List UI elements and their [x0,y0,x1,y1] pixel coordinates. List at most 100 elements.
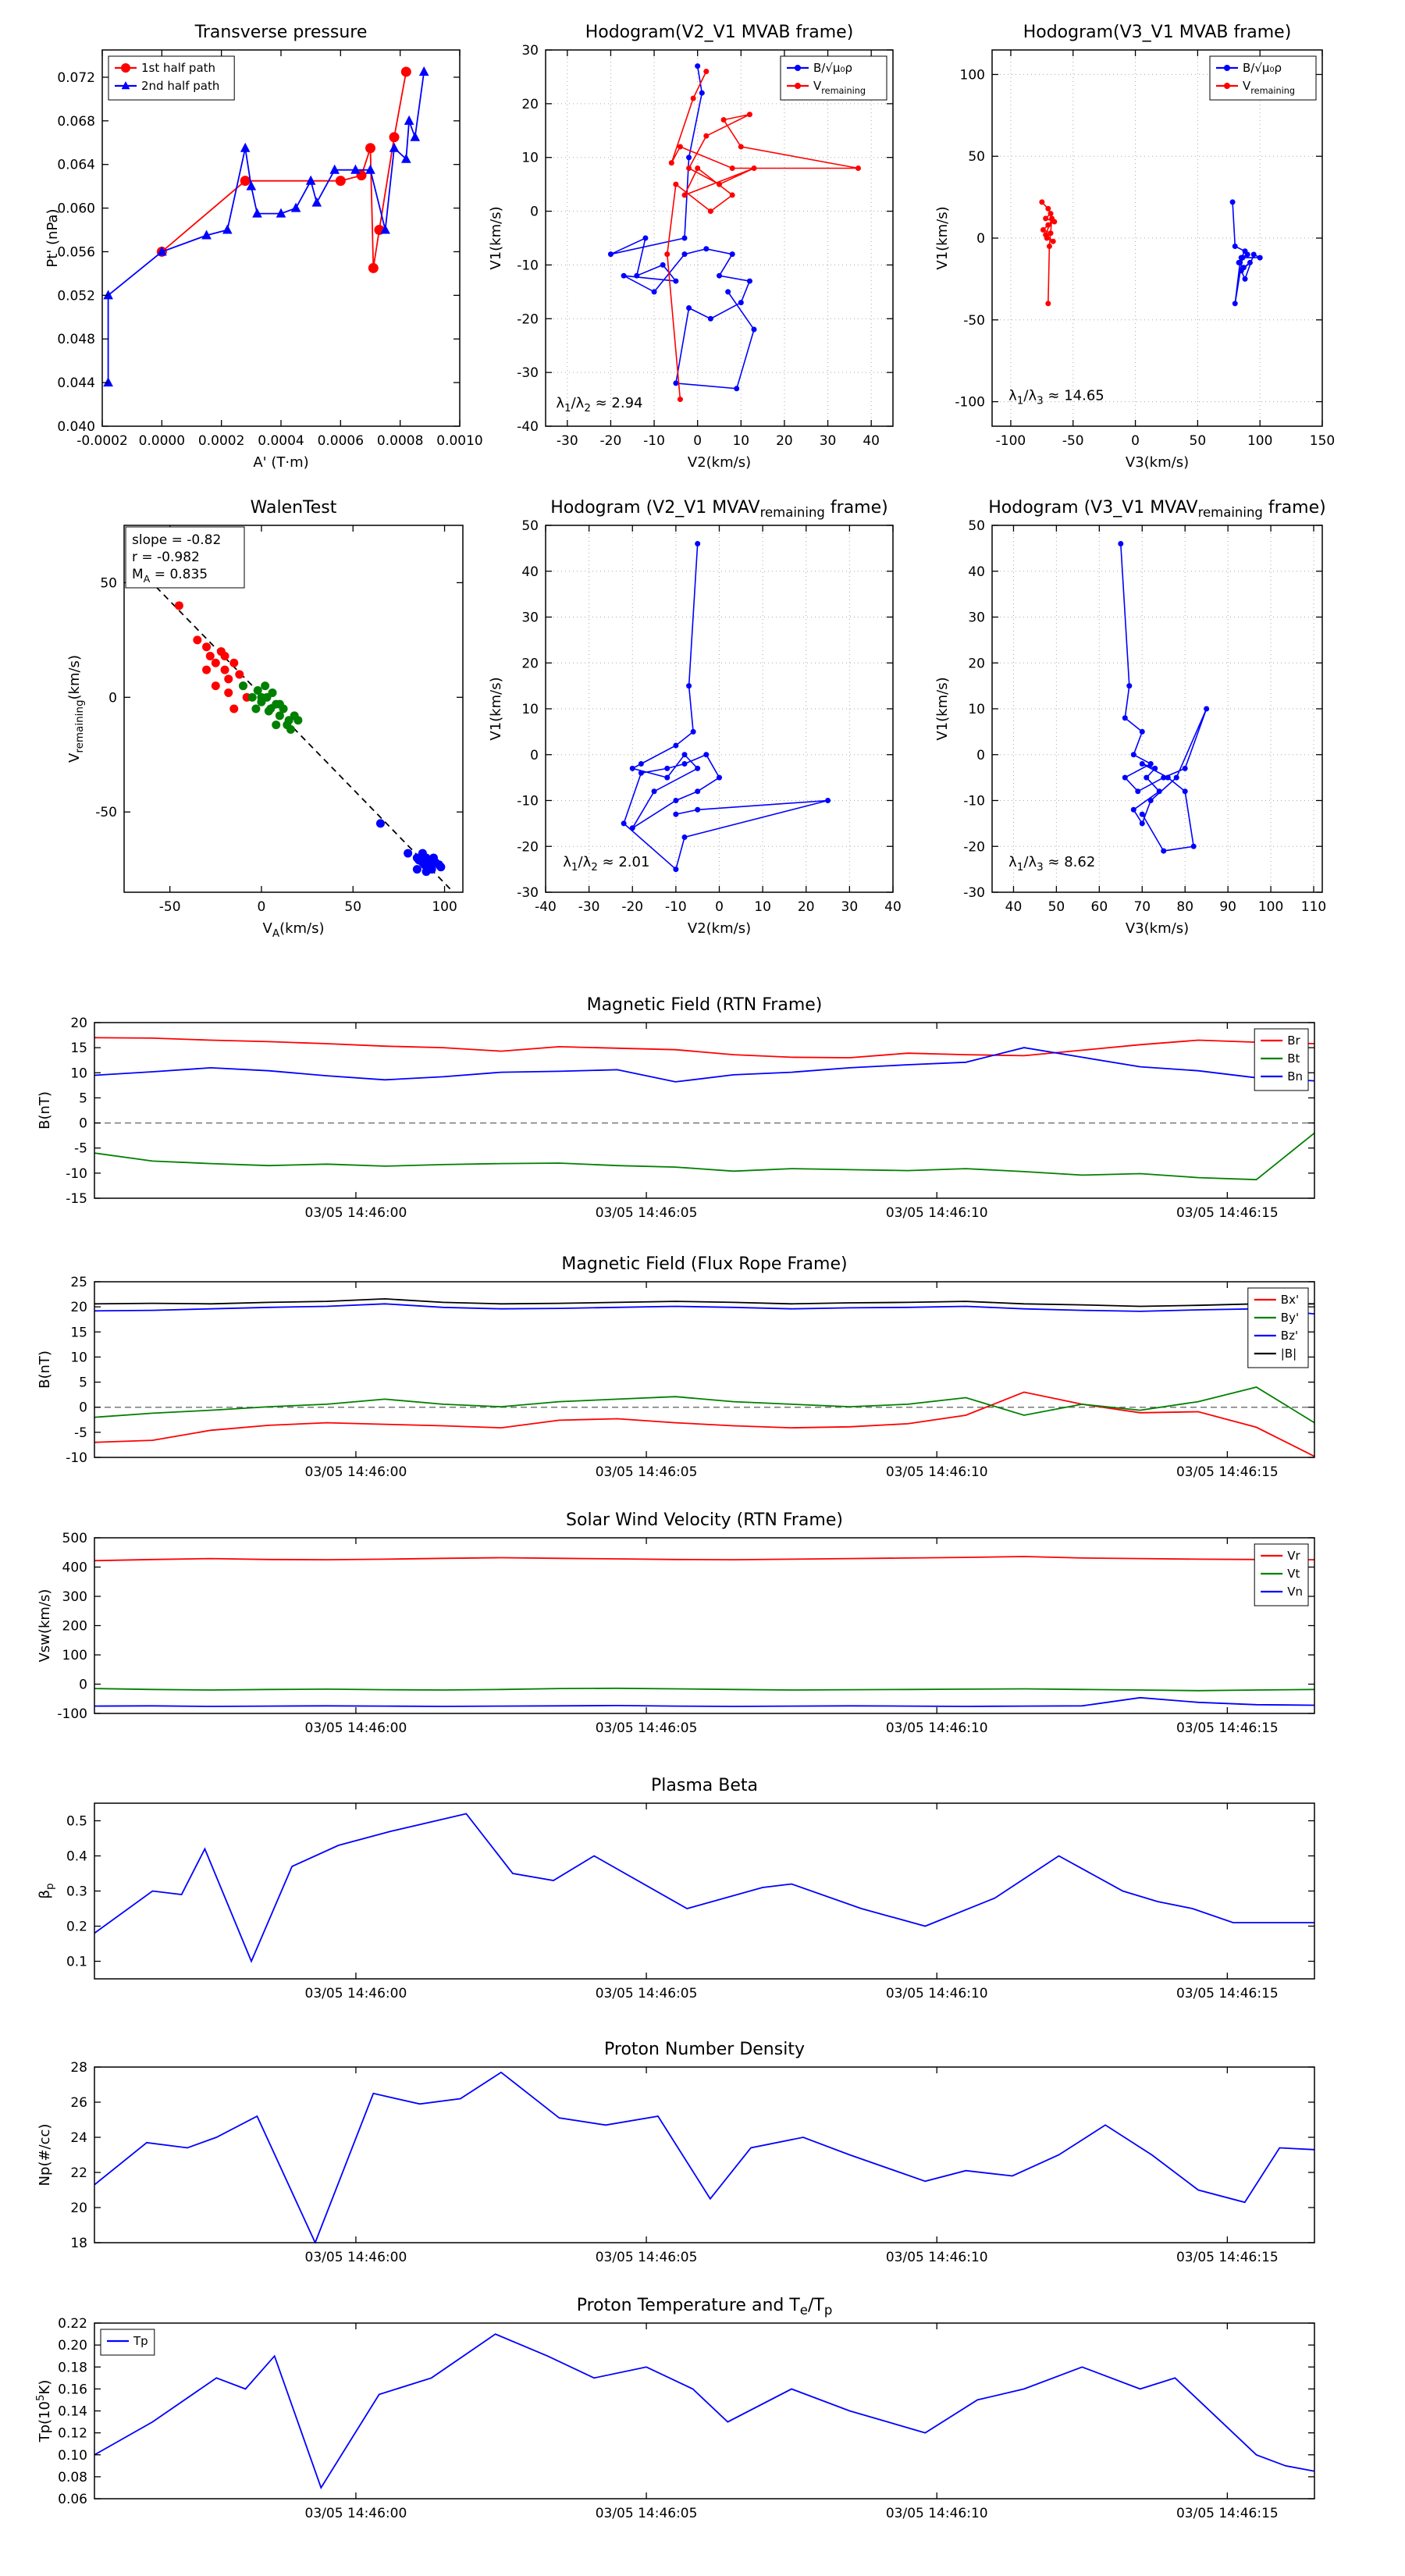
svg-text:26: 26 [70,2095,87,2111]
svg-text:20: 20 [776,433,793,449]
svg-text:-10: -10 [963,794,985,809]
svg-text:25: 25 [70,1275,87,1290]
svg-text:Pt' (nPa): Pt' (nPa) [44,208,61,267]
svg-text:0.4: 0.4 [66,1849,87,1865]
svg-text:0: 0 [79,1678,87,1693]
svg-text:100: 100 [1258,899,1283,915]
svg-text:50: 50 [968,518,985,534]
svg-text:0.22: 0.22 [58,2316,87,2332]
svg-text:VA(km/s): VA(km/s) [262,920,324,940]
svg-text:10: 10 [732,433,749,449]
svg-text:0.14: 0.14 [58,2404,87,2420]
svg-text:03/05 14:46:15: 03/05 14:46:15 [1176,1986,1279,2001]
svg-text:0.0000: 0.0000 [139,433,185,449]
svg-text:0: 0 [530,205,539,220]
svg-text:10: 10 [70,1350,87,1365]
svg-text:λ1/λ3 ≈ 14.65: λ1/λ3 ≈ 14.65 [1008,387,1104,407]
svg-text:-30: -30 [517,365,539,381]
svg-text:0: 0 [715,899,724,915]
svg-text:By': By' [1281,1311,1299,1325]
svg-text:Vremaining: Vremaining [813,79,866,96]
svg-text:-0.0002: -0.0002 [76,433,128,449]
svg-text:03/05 14:46:15: 03/05 14:46:15 [1176,2506,1279,2521]
svg-text:V2(km/s): V2(km/s) [688,920,751,937]
svg-text:300: 300 [62,1589,87,1605]
svg-text:0.064: 0.064 [57,158,95,173]
svg-text:Vn: Vn [1287,1585,1303,1599]
svg-text:40: 40 [884,899,902,915]
svg-text:0.20: 0.20 [58,2338,87,2354]
svg-text:MA = 0.835: MA = 0.835 [132,567,208,585]
svg-text:0.08: 0.08 [58,2470,87,2485]
svg-text:0.0002: 0.0002 [198,433,244,449]
svg-text:03/05 14:46:00: 03/05 14:46:00 [305,1986,407,2001]
svg-text:10: 10 [70,1066,87,1081]
svg-text:-5: -5 [74,1141,87,1157]
svg-text:30: 30 [820,433,837,449]
svg-text:20: 20 [70,1016,87,1031]
svg-text:03/05 14:46:05: 03/05 14:46:05 [596,1720,698,1736]
svg-text:80: 80 [1176,899,1193,915]
svg-text:0.0004: 0.0004 [258,433,304,449]
svg-text:50: 50 [344,899,361,915]
svg-text:0.0008: 0.0008 [377,433,423,449]
svg-text:03/05 14:46:05: 03/05 14:46:05 [596,1205,698,1221]
svg-text:V2(km/s): V2(km/s) [688,454,751,471]
svg-text:500: 500 [62,1531,87,1546]
svg-text:20: 20 [521,97,539,112]
chart-proton-temperature: 03/05 14:46:00 03/05 14:46:05 03/05 14:46:… [20,2268,1393,2534]
svg-text:Tp: Tp [133,2334,148,2348]
svg-text:slope = -0.82: slope = -0.82 [132,532,221,548]
chart-svg-proton-temperature: 03/05 14:46:00 03/05 14:46:05 03/05 14:46:… [34,2296,1315,2521]
chart-plasma-beta: 03/05 14:46:00 03/05 14:46:05 03/05 14:46:… [20,1749,1393,2014]
svg-text:03/05 14:46:15: 03/05 14:46:15 [1176,1205,1279,1221]
svg-text:-30: -30 [963,885,985,901]
svg-text:50: 50 [100,575,117,591]
svg-text:Vsw(km/s): Vsw(km/s) [37,1589,53,1663]
svg-text:-20: -20 [517,311,539,327]
svg-text:20: 20 [70,2201,87,2216]
svg-text:-10: -10 [66,1166,87,1182]
svg-text:Hodogram(V2_V1 MVAB frame): Hodogram(V2_V1 MVAB frame) [585,23,854,42]
svg-text:Bz': Bz' [1281,1329,1298,1343]
svg-text:-15: -15 [66,1191,87,1207]
svg-text:-100: -100 [57,1706,87,1722]
svg-text:03/05 14:46:00: 03/05 14:46:00 [305,1720,407,1736]
svg-text:400: 400 [62,1560,87,1576]
svg-text:0.056: 0.056 [57,244,95,260]
chart-hodogram-v2v1-mvab: -30 -20 -10 0 10 20 30 40 -40 -30 -20 -10 0 10 20 30 Hod… [484,8,937,476]
svg-text:100: 100 [1247,433,1272,449]
svg-text:20: 20 [968,656,985,671]
svg-text:-30: -30 [517,885,539,901]
svg-text:03/05 14:46:15: 03/05 14:46:15 [1176,1464,1279,1480]
svg-text:0.0006: 0.0006 [318,433,364,449]
svg-text:0.060: 0.060 [57,201,95,217]
svg-text:40: 40 [863,433,880,449]
svg-text:-20: -20 [600,433,622,449]
svg-text:03/05 14:46:05: 03/05 14:46:05 [596,2506,698,2521]
svg-text:λ1/λ2 ≈ 2.01: λ1/λ2 ≈ 2.01 [563,854,649,873]
svg-text:-30: -30 [557,433,578,449]
svg-text:20: 20 [521,656,539,671]
svg-text:03/05 14:46:00: 03/05 14:46:00 [305,2506,407,2521]
svg-text:10: 10 [521,702,539,717]
svg-text:0.5: 0.5 [66,1814,87,1830]
chart-svg-transverse-pressure: -0.0002 0.0000 0.0002 0.0004 0.0006 0.0008 0.0… [44,23,483,471]
svg-text:10: 10 [968,702,985,717]
svg-text:100: 100 [62,1648,87,1663]
svg-text:Proton Temperature and Te/Tp: Proton Temperature and Te/Tp [577,2296,833,2318]
svg-text:βp: βp [37,1883,56,1898]
svg-text:B(nT): B(nT) [37,1091,53,1130]
svg-text:15: 15 [70,1041,87,1056]
chart-solar-wind-velocity: 03/05 14:46:00 03/05 14:46:05 03/05 14:46:… [20,1483,1393,1749]
svg-text:0: 0 [79,1400,87,1416]
svg-text:0.040: 0.040 [57,419,95,435]
chart-proton-number-density: 03/05 14:46:00 03/05 14:46:05 03/05 14:46:… [20,2012,1393,2278]
svg-text:Transverse pressure: Transverse pressure [194,23,368,42]
svg-text:03/05 14:46:00: 03/05 14:46:00 [305,1464,407,1480]
svg-text:20: 20 [70,1300,87,1315]
svg-text:0: 0 [976,748,985,763]
svg-text:0: 0 [258,899,266,915]
svg-text:100: 100 [432,899,457,915]
